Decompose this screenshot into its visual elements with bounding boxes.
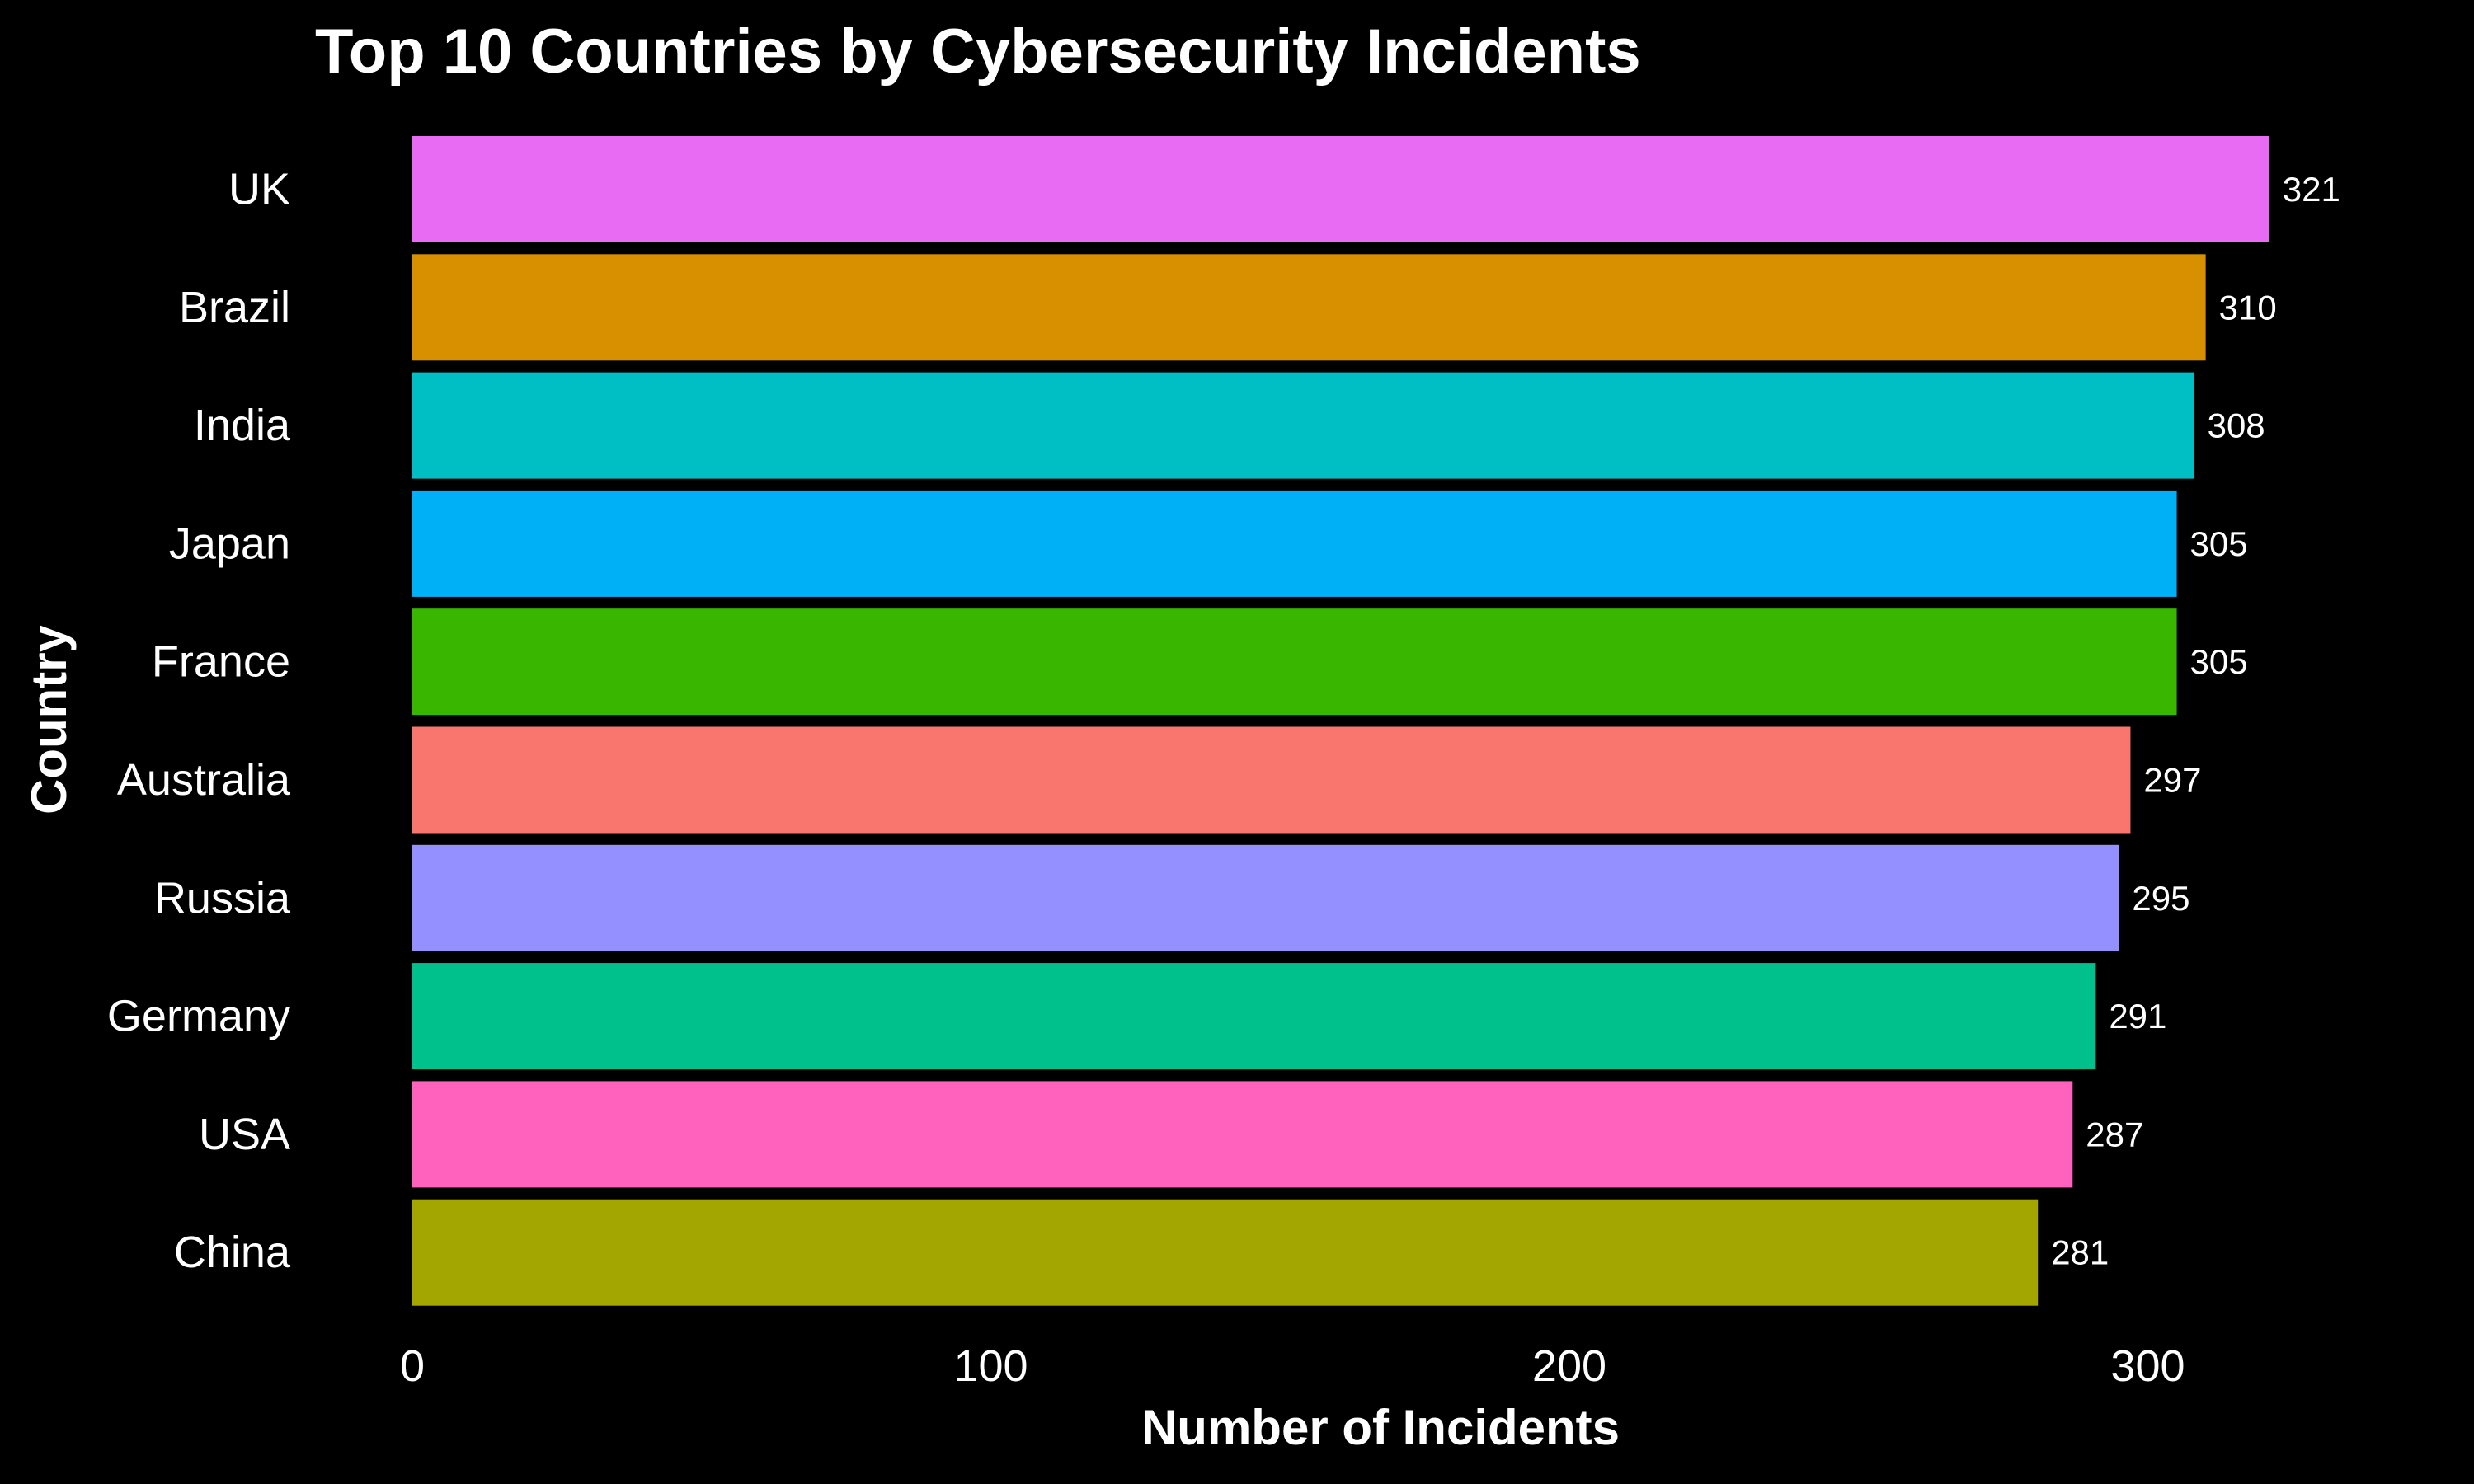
bar-value-label: 297 [2143, 761, 2201, 800]
x-tick-label: 300 [2110, 1341, 2185, 1391]
bar-russia [412, 844, 2119, 951]
bar-brazil [412, 254, 2206, 361]
x-tick-label: 200 [1532, 1341, 1606, 1391]
bar-value-label: 305 [2190, 524, 2248, 563]
bar-germany [412, 963, 2096, 1070]
bar-value-label: 281 [2051, 1233, 2109, 1272]
y-axis-tick-labels: UK Brazil India Japan France Australia Russia G… [107, 165, 291, 1278]
category-label: Australia [117, 755, 291, 805]
category-label: India [194, 401, 291, 450]
bar-india [412, 372, 2194, 479]
y-axis-title: Country [21, 624, 77, 815]
bar-japan [412, 490, 2177, 597]
category-label: Russia [154, 873, 291, 923]
x-tick-label: 100 [953, 1341, 1028, 1391]
bar-china [412, 1199, 2039, 1306]
category-label: UK [228, 165, 290, 214]
category-label: Japan [169, 519, 290, 568]
bar-uk [412, 136, 2269, 242]
bar-australia [412, 726, 2131, 834]
bars-layer [412, 136, 2269, 1306]
category-label: USA [199, 1110, 290, 1159]
x-axis-title: Number of Incidents [1141, 1400, 1620, 1455]
bar-value-labels: 321 310 308 305 305 297 295 291 287 281 [2051, 170, 2340, 1272]
category-label: Brazil [179, 283, 290, 332]
bar-value-label: 295 [2132, 879, 2189, 918]
chart-title: Top 10 Countries by Cybersecurity Incide… [315, 16, 1641, 87]
bar-value-label: 308 [2208, 406, 2265, 445]
x-axis-tick-labels: 0 100 200 300 [400, 1341, 2185, 1391]
bar-france [412, 608, 2177, 716]
bar-usa [412, 1081, 2073, 1188]
category-label: Germany [107, 992, 290, 1041]
bar-value-label: 305 [2190, 642, 2248, 681]
x-tick-label: 0 [400, 1341, 425, 1391]
bar-value-label: 310 [2219, 288, 2277, 326]
bar-value-label: 287 [2086, 1115, 2143, 1153]
bar-value-label: 291 [2109, 997, 2166, 1036]
bar-value-label: 321 [2283, 170, 2340, 209]
category-label: China [174, 1228, 291, 1277]
category-label: France [152, 637, 290, 687]
